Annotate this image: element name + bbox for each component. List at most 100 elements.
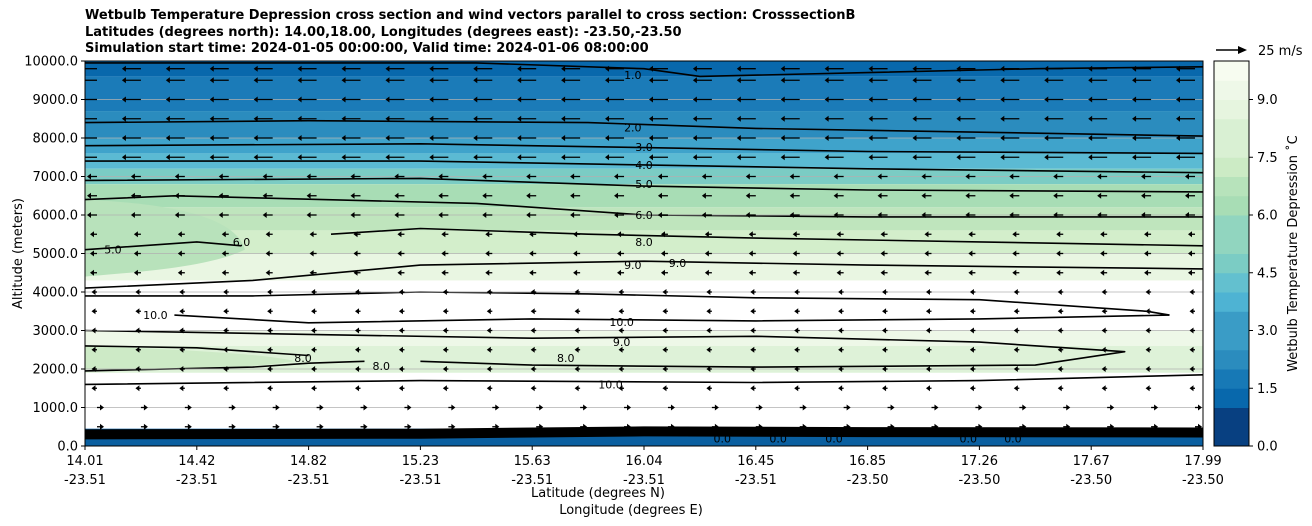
wind-vector-head	[965, 173, 970, 180]
contour-label: 9.0	[613, 336, 631, 349]
wind-vector-head	[574, 366, 579, 372]
wind-vector-head	[660, 250, 665, 257]
wind-vector-head	[618, 385, 623, 392]
contour-line	[85, 260, 1203, 289]
wind-vector-head	[297, 135, 302, 141]
wind-vector-head	[736, 65, 741, 72]
x-tick-label-lat: 14.01	[66, 454, 103, 469]
wind-vector-head	[1185, 192, 1189, 199]
wind-vector-head	[1022, 404, 1027, 411]
wind-vector-head	[355, 308, 360, 315]
wind-vector-head	[662, 385, 667, 392]
y-tick-label: 7000.0	[33, 170, 79, 185]
wind-vector-head	[223, 346, 228, 353]
wind-vector-head	[614, 212, 619, 218]
wind-vector-head	[1145, 385, 1150, 392]
wind-vector-head	[868, 65, 873, 72]
contour-line	[85, 374, 1203, 386]
wind-vector-head	[1088, 96, 1093, 103]
wind-vector-head	[309, 231, 314, 238]
wind-vector-head	[397, 231, 402, 238]
chart-title-line-3: Simulation start time: 2024-01-05 00:00:…	[85, 41, 649, 56]
wind-vector-head	[441, 269, 446, 276]
contour-label: 10.0	[598, 378, 623, 391]
x-tick-label-lat: 15.63	[514, 454, 551, 469]
wind-vector-head	[912, 115, 917, 122]
wind-vector-head	[780, 65, 785, 72]
wind-vector-head	[1009, 173, 1014, 180]
wind-vector-head	[934, 404, 939, 411]
wind-vector-head	[1176, 154, 1180, 161]
wind-vector-head	[223, 327, 228, 334]
wind-vector-head	[353, 250, 358, 257]
wind-vector-head	[438, 173, 443, 180]
contour-line	[85, 195, 1203, 218]
wind-vector-head	[921, 173, 926, 180]
contour-line	[85, 329, 1126, 368]
wind-vector-head	[1044, 96, 1049, 103]
wind-vector-head	[311, 346, 316, 353]
wind-vector-head	[583, 404, 588, 411]
contour-label: 9.0	[624, 259, 642, 272]
wind-vector-head	[969, 385, 974, 392]
wind-vector-head	[648, 65, 653, 72]
wind-vector-head	[486, 289, 491, 295]
wind-vector-head	[91, 366, 96, 372]
contour-label: 8.0	[557, 352, 575, 365]
contour-line	[85, 177, 1203, 193]
wind-vector-head	[1012, 231, 1017, 238]
filled-region-left	[85, 199, 245, 277]
colorbar-segment	[1214, 426, 1249, 447]
contour-label: 8.0	[294, 352, 312, 365]
filled-band	[85, 330, 1203, 346]
wind-vector-head	[794, 289, 799, 295]
wind-vector-head	[231, 423, 236, 430]
wind-vector-head	[311, 327, 316, 334]
wind-vector-head	[956, 65, 961, 72]
wind-vector-head	[209, 154, 214, 161]
wind-vector-head	[306, 173, 311, 180]
wind-vector-head	[143, 423, 148, 430]
wind-vector-head	[223, 308, 228, 315]
wind-vector-head	[1132, 65, 1137, 72]
wind-vector-head	[517, 135, 522, 141]
wind-vector-head	[1088, 65, 1093, 72]
wind-vector-head	[100, 404, 104, 411]
wind-vector-head	[398, 385, 403, 392]
filled-band	[85, 280, 1203, 331]
wind-vector-head	[165, 115, 170, 122]
wind-vector-head	[1057, 289, 1062, 295]
wind-vector-head	[792, 269, 797, 276]
wind-vector-head	[794, 308, 799, 315]
wind-vector-head	[179, 366, 184, 372]
wind-vector-head	[846, 404, 851, 411]
wind-vector-head	[1188, 231, 1192, 238]
wind-vector-head	[253, 115, 258, 122]
wind-vector-head	[750, 308, 755, 315]
wind-vector-head	[438, 192, 443, 199]
wind-vector-head	[877, 173, 882, 180]
wind-vector-head	[1176, 77, 1180, 84]
wind-vector-head	[473, 135, 478, 141]
wind-vector-head	[882, 289, 887, 295]
wind-vector-head	[1141, 173, 1146, 180]
wind-vector-head	[965, 212, 970, 218]
wind-vector-head	[618, 366, 623, 372]
wind-vector-head	[969, 289, 974, 295]
wind-vector-head	[617, 250, 622, 257]
wind-vector-head	[925, 346, 930, 353]
contour-label: 1.0	[624, 69, 642, 82]
wind-vector-head	[706, 308, 711, 315]
wind-vector-head	[482, 192, 487, 199]
wind-vector-head	[355, 327, 360, 334]
x-tick-label-lon: -23.51	[511, 473, 553, 488]
wind-vector-head	[442, 308, 447, 315]
wind-vector-head	[309, 269, 314, 276]
wind-vector-head	[1088, 154, 1093, 161]
wind-vector-head	[350, 192, 355, 199]
wind-vector-head	[473, 96, 478, 103]
wind-vector-head	[745, 192, 750, 199]
contour-label: 10.0	[598, 427, 623, 440]
wind-vector-head	[177, 250, 182, 257]
wind-vector-head	[1145, 289, 1150, 295]
